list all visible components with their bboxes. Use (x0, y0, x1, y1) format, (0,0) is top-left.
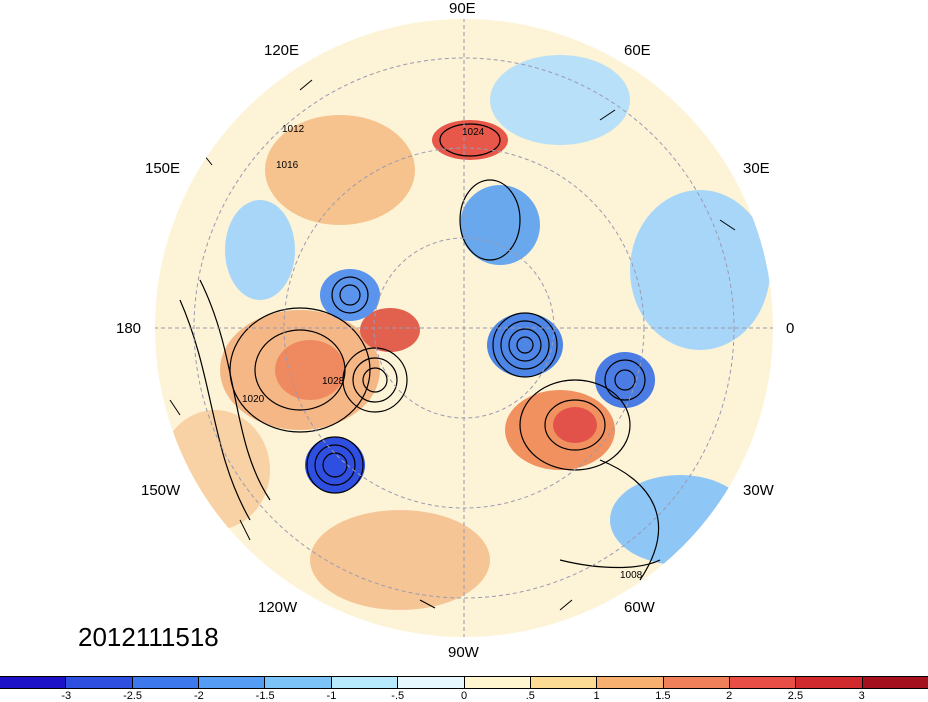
colorbar-tick-label: 3 (858, 690, 865, 702)
warm-anomaly-us (310, 510, 490, 610)
longitude-label-60e: 60E (624, 42, 651, 59)
colorbar-box (66, 677, 133, 688)
colorbar-tick-label: 1.5 (655, 690, 671, 702)
warm-anomaly-atlantic-core (553, 407, 597, 443)
colorbar-tick-label: -.5 (391, 690, 405, 702)
colorbar-box (530, 677, 598, 688)
colorbar-tick-label: -1 (326, 690, 337, 702)
cool-anomaly-bering (320, 269, 380, 321)
colorbar-tick-label: -3 (61, 690, 72, 702)
contour-label-group: 1012 1016 1020 1024 1028 1008 (242, 124, 643, 581)
date-label: 2012111518 (78, 622, 219, 652)
colorbar-box (398, 677, 465, 688)
contour-label: 1028 (322, 376, 345, 387)
longitude-label-120e: 120E (264, 42, 300, 59)
longitude-label-120w: 120W (258, 599, 298, 616)
colorbar-box (464, 677, 531, 688)
longitude-label-180: 180 (116, 320, 142, 337)
colorbar (0, 676, 928, 689)
colorbar-box (796, 677, 863, 688)
cool-anomaly-eastasia (225, 200, 295, 300)
longitude-label-150e: 150E (145, 160, 181, 177)
cool-anomaly-siberia-n (490, 55, 630, 145)
longitude-label-150w: 150W (141, 482, 181, 499)
warm-anomaly-pacific-core (275, 340, 345, 400)
cool-anomaly-greenland (487, 313, 563, 377)
colorbar-tick-label: 0 (460, 690, 468, 702)
colorbar-tick-label: -2 (193, 690, 204, 702)
colorbar-box (597, 677, 664, 688)
colorbar-box (862, 677, 928, 688)
contour-label: 1008 (620, 570, 643, 581)
colorbar-box (729, 677, 797, 688)
longitude-label-0: 0 (786, 320, 795, 337)
longitude-label-30e: 30E (743, 160, 770, 177)
colorbar-box (0, 677, 67, 688)
colorbar-box (199, 677, 266, 688)
contour-label: 1012 (282, 124, 305, 135)
colorbar-tick-label: .5 (525, 690, 535, 702)
colorbar-box (663, 677, 730, 688)
contour-label: 1016 (276, 160, 299, 171)
longitude-label-90w: 90W (448, 644, 479, 661)
polar-map: 1012 1016 1020 1024 1028 1008 (153, 17, 775, 639)
colorbar-box (132, 677, 200, 688)
longitude-label-30w: 30W (743, 482, 774, 499)
cool-anomaly-europe (630, 190, 770, 350)
colorbar-box (331, 677, 399, 688)
warm-anomaly-arctic (432, 120, 508, 160)
map-boundary (153, 17, 775, 639)
colorbar-tick-label: -1.5 (255, 690, 275, 702)
colorbar-tick-label: 2 (726, 690, 733, 702)
longitude-label-90e: 90E (449, 0, 476, 17)
contour-label: 1024 (462, 127, 485, 138)
warm-anomaly-siberia (265, 115, 415, 225)
colorbar-tick-label: -2.5 (123, 690, 143, 702)
pressure-contours (179, 123, 661, 581)
contour-label: 1020 (242, 394, 265, 405)
longitude-label-60w: 60W (624, 599, 655, 616)
colorbar-tick-label: 2.5 (787, 690, 804, 702)
cool-anomaly-kara (460, 185, 540, 265)
colorbar-box (265, 677, 332, 688)
colorbar-tick-label: 1 (593, 690, 600, 702)
graticule (154, 18, 774, 638)
